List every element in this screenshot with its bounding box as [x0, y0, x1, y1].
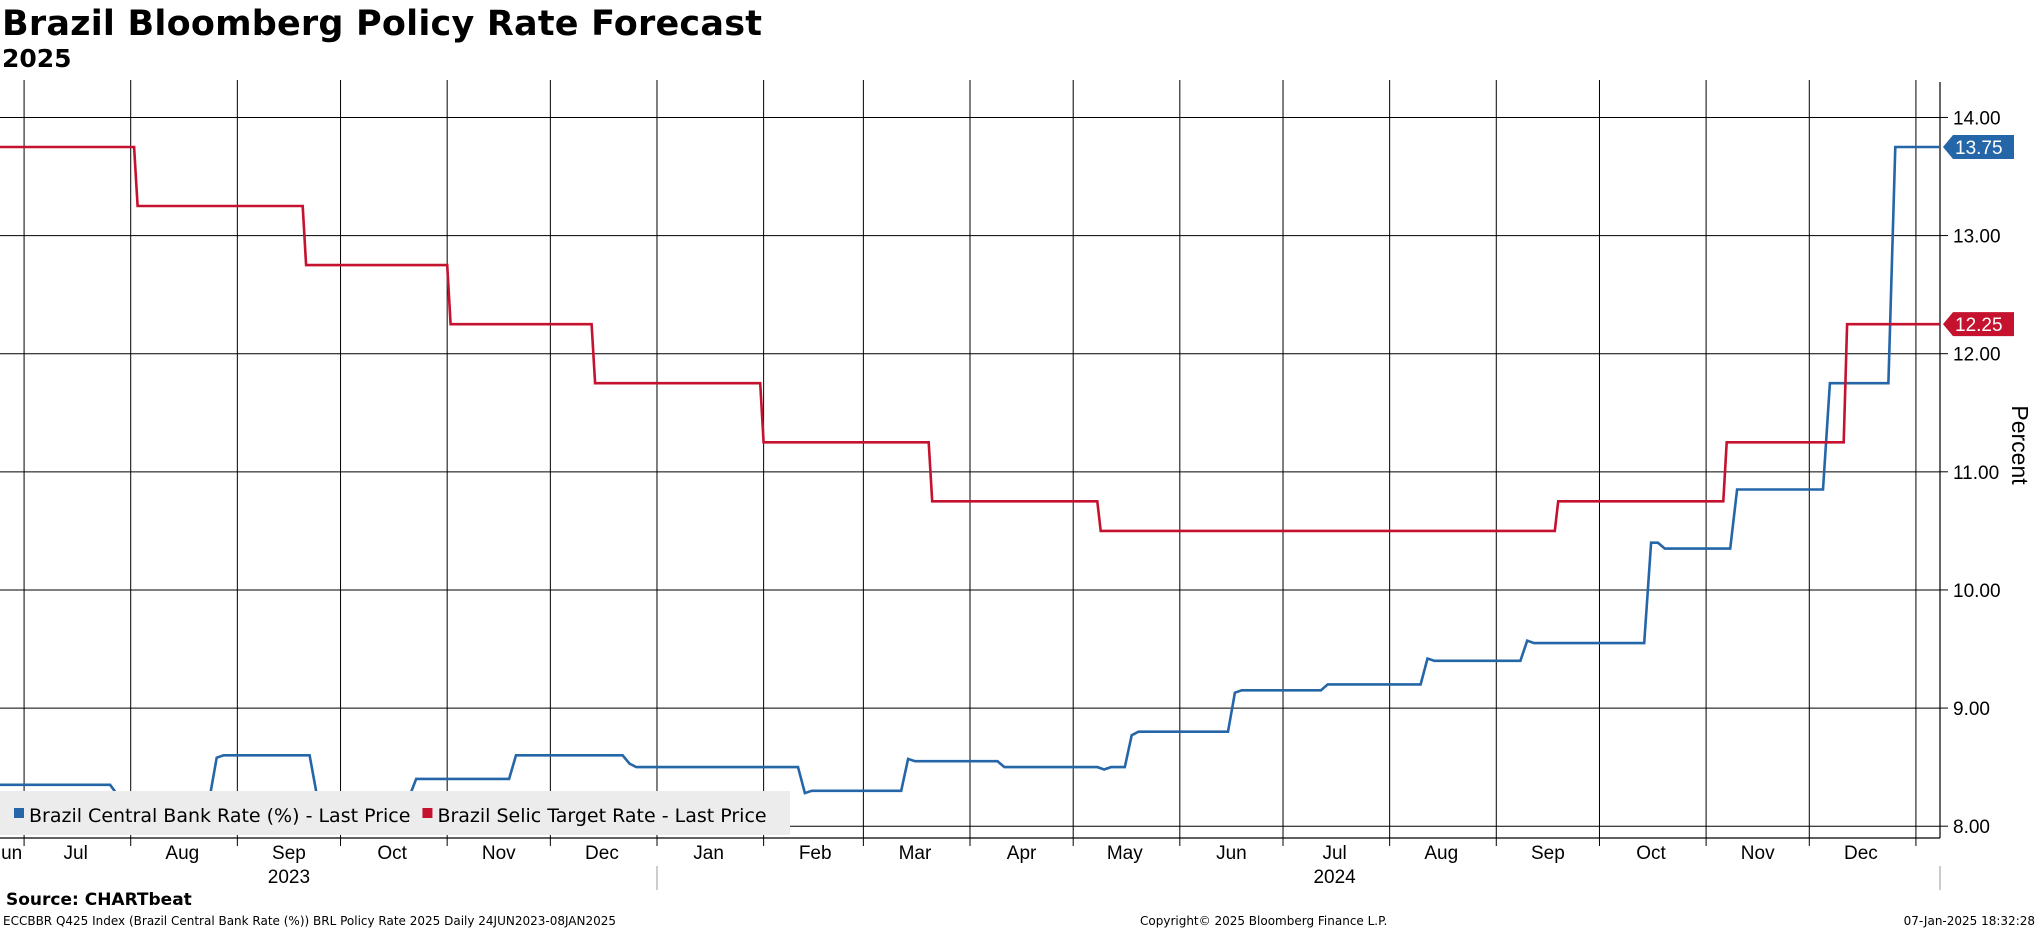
x-tick-label: Jun [1216, 843, 1247, 864]
year-label: 2024 [1313, 867, 1356, 888]
legend-swatch [14, 808, 24, 818]
x-tick-label: Jul [1322, 843, 1346, 864]
y-tick-label: 9.00 [1953, 699, 1990, 720]
copyright-note: Copyright© 2025 Bloomberg Finance L.P. [1140, 914, 1388, 928]
legend-label: Brazil Selic Target Rate - Last Price [437, 805, 766, 827]
chart-subtitle: 2025 [2, 44, 72, 73]
last-value-tag-0: 13.75 [1943, 134, 2014, 159]
legend-label: Brazil Central Bank Rate (%) - Last Pric… [29, 805, 410, 827]
x-tick-label: Jul [64, 843, 88, 864]
x-tick-label: Apr [1007, 843, 1037, 864]
x-tick-label: Sep [272, 843, 306, 864]
legend-swatch [422, 808, 433, 818]
x-tick-label: Aug [1424, 843, 1458, 864]
last-value-tag-bg [1943, 134, 2014, 159]
last-value-label: 13.75 [1955, 138, 2003, 159]
series-line-1 [0, 145, 1940, 533]
x-tick-label: Jan [693, 843, 724, 864]
source-note: Source: CHARTbeat [6, 890, 192, 910]
last-value-tag-1: 12.25 [1943, 312, 2014, 337]
y-tick-label: 11.00 [1953, 463, 1999, 484]
legend: Brazil Central Bank Rate (%) - Last Pric… [0, 791, 790, 835]
x-tick-label: Jun [0, 843, 22, 864]
y-tick-label: 14.00 [1953, 108, 2001, 129]
chart-title: Brazil Bloomberg Policy Rate Forecast [2, 4, 763, 44]
last-value-tag-bg [1943, 312, 2014, 337]
timestamp: 07-Jan-2025 18:32:28 [1903, 914, 2035, 928]
x-tick-label: Dec [585, 843, 619, 864]
x-tick-label: Nov [482, 843, 516, 864]
x-tick-label: Oct [1636, 843, 1666, 864]
x-tick-label: Oct [377, 843, 407, 864]
x-tick-label: Nov [1741, 843, 1775, 864]
y-tick-label: 12.00 [1953, 345, 2001, 366]
policy-rate-chart: 8.00 9.00 10.00 11.00 12.00 13.00 14.00 Percent… [0, 80, 2033, 890]
legend-background [0, 791, 790, 835]
y-tick-label: 8.00 [1953, 817, 1990, 838]
x-tick-label: Feb [799, 843, 832, 864]
x-tick-label: Dec [1844, 843, 1878, 864]
y-axis-title: Percent [2007, 405, 2033, 485]
x-tick-label: Aug [165, 843, 199, 864]
y-tick-label: 13.00 [1953, 227, 2001, 248]
x-tick-label: May [1107, 843, 1143, 864]
x-tick-label: Sep [1531, 843, 1565, 864]
x-tick-label: Mar [899, 843, 932, 864]
y-tick-label: 10.00 [1953, 581, 2001, 602]
ticker-info: ECCBBR Q425 Index (Brazil Central Bank R… [3, 914, 617, 928]
last-value-label: 12.25 [1955, 315, 2003, 336]
year-label: 2023 [268, 867, 310, 888]
